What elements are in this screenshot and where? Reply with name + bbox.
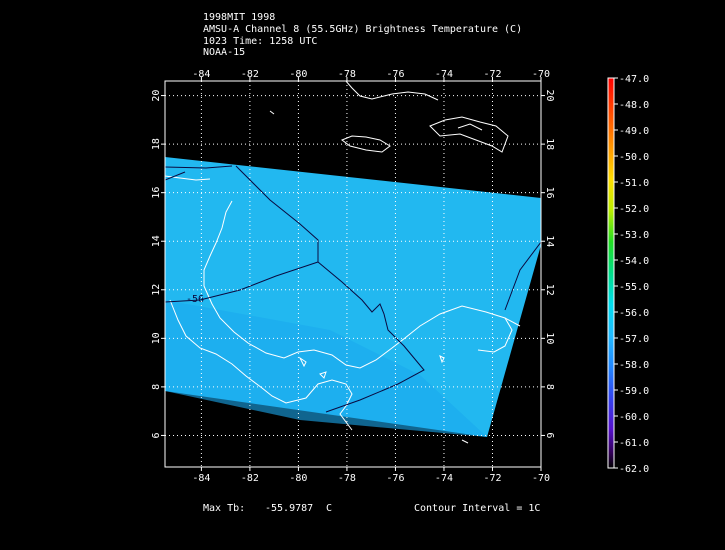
colorbar-label: -62.0 xyxy=(619,464,649,475)
lat-label-left: 8 xyxy=(151,384,162,390)
lon-label-bottom: -84 xyxy=(192,473,210,484)
header-line-date: 1998MIT 1998 xyxy=(203,12,276,23)
max-tb-value: -55.9787 xyxy=(265,503,314,514)
lat-label-left: 16 xyxy=(151,187,162,199)
lat-label-left: 10 xyxy=(151,332,162,344)
colorbar-label: -55.0 xyxy=(619,282,649,293)
lat-label-left: 12 xyxy=(151,284,162,296)
contour-label: -56 xyxy=(186,294,204,305)
lon-label-top: -80 xyxy=(289,69,307,80)
lat-label-right: 6 xyxy=(544,432,555,438)
colorbar-label: -60.0 xyxy=(619,412,649,423)
colorbar-label: -56.0 xyxy=(619,308,649,319)
colorbar-label: -59.0 xyxy=(619,386,649,397)
lon-label-top: -74 xyxy=(435,69,453,80)
colorbar-label: -48.0 xyxy=(619,100,649,111)
lon-label-bottom: -72 xyxy=(483,473,501,484)
lon-label-bottom: -82 xyxy=(241,473,259,484)
lat-label-right: 14 xyxy=(544,235,555,247)
colorbar-scale xyxy=(607,77,615,469)
lon-label-top: -78 xyxy=(338,69,356,80)
colorbar: -47.0 -48.0 -49.0 -50.0 -51.0 -52.0 -53.0 -54.0… xyxy=(607,74,649,475)
lon-label-top: -76 xyxy=(386,69,404,80)
lat-label-left: 6 xyxy=(151,432,162,438)
colorbar-label: -53.0 xyxy=(619,230,649,241)
lon-label-bottom: -80 xyxy=(289,473,307,484)
colorbar-label: -49.0 xyxy=(619,126,649,137)
colorbar-label: -47.0 xyxy=(619,74,649,85)
lat-label-right: 20 xyxy=(544,90,555,102)
lon-label-top: -72 xyxy=(483,69,501,80)
lat-label-right: 18 xyxy=(544,138,555,150)
lat-label-right: 10 xyxy=(544,332,555,344)
lat-label-left: 20 xyxy=(151,90,162,102)
colorbar-label: -50.0 xyxy=(619,152,649,163)
lat-label-left: 14 xyxy=(151,235,162,247)
lon-label-bottom: -74 xyxy=(435,473,453,484)
map-frame xyxy=(164,80,542,468)
colorbar-label: -52.0 xyxy=(619,204,649,215)
lat-label-right: 16 xyxy=(544,187,555,199)
lon-label-bottom: -78 xyxy=(338,473,356,484)
contour-interval: Contour Interval = 1C xyxy=(414,503,541,514)
lat-label-left: 18 xyxy=(151,138,162,150)
colorbar-label: -57.0 xyxy=(619,334,649,345)
lon-label-top: -70 xyxy=(532,69,550,80)
colorbar-label: -58.0 xyxy=(619,360,649,371)
lat-label-right: 12 xyxy=(544,284,555,296)
lon-label-top: -82 xyxy=(241,69,259,80)
header-line-satellite: NOAA-15 xyxy=(203,47,246,58)
max-tb-unit: C xyxy=(326,503,333,514)
header-line-title: AMSU-A Channel 8 (55.5GHz) Brightness Te… xyxy=(203,24,523,35)
lon-label-bottom: -76 xyxy=(386,473,404,484)
colorbar-label: -54.0 xyxy=(619,256,649,267)
colorbar-label: -61.0 xyxy=(619,438,649,449)
colorbar-label: -51.0 xyxy=(619,178,649,189)
swath-shade xyxy=(165,300,487,437)
lon-label-top: -84 xyxy=(192,69,210,80)
boundaries xyxy=(165,165,541,413)
max-tb-label: Max Tb: xyxy=(203,503,246,514)
lon-label-bottom: -70 xyxy=(532,473,550,484)
lat-label-right: 8 xyxy=(544,384,555,390)
header-line-time: 1023 Time: 1258 UTC xyxy=(203,36,318,47)
